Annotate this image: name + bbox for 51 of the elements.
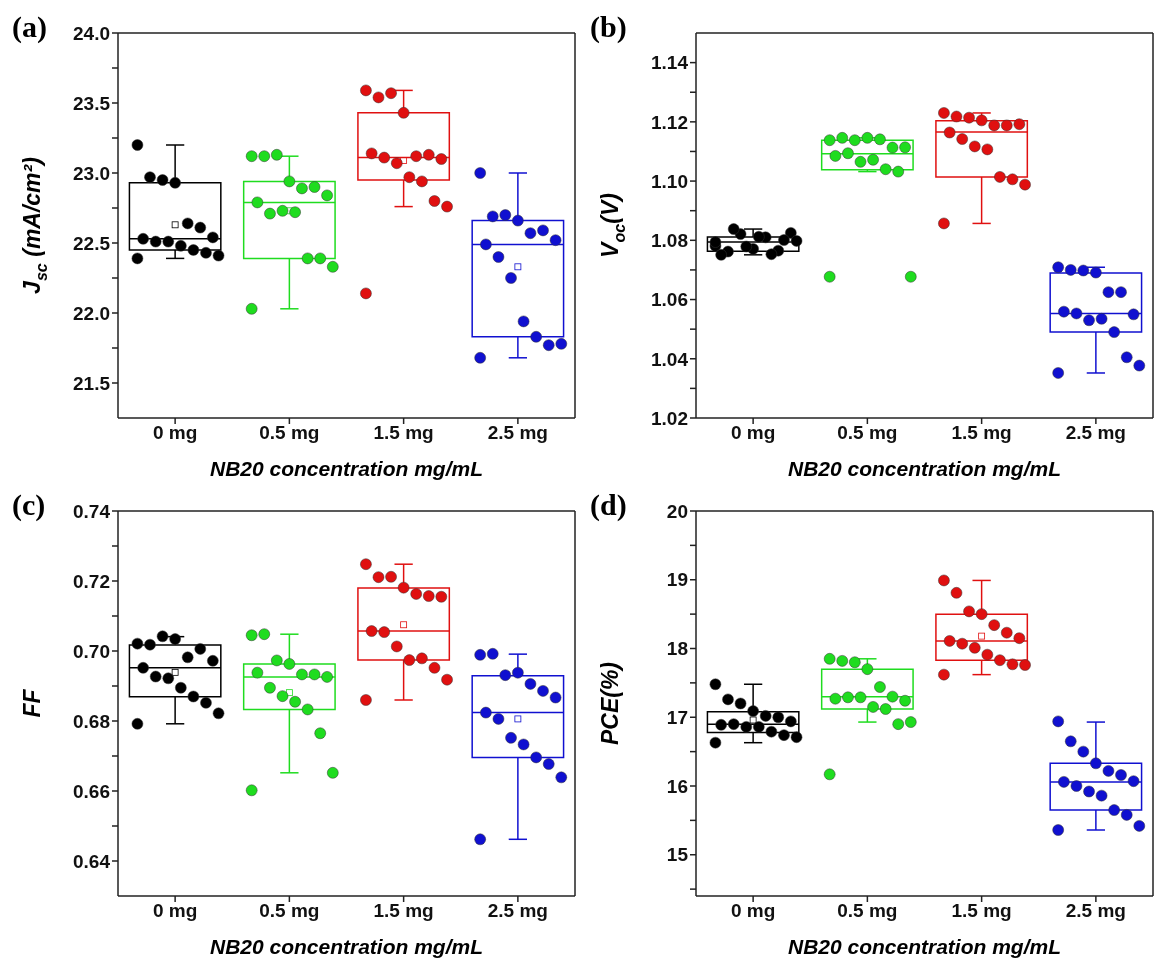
y-tick-label: 1.04 [651,348,689,370]
y-tick-label: 1.08 [651,230,688,252]
x-axis-title: NB20 concentration mg/mL [787,457,1062,480]
x-tick-label: 1.5 mg [951,422,1012,444]
y-tick-label: 1.06 [651,289,688,311]
x-tick-label: 0.5 mg [259,900,320,922]
y-tick-label: 15 [666,844,689,866]
x-tick-label: 1.5 mg [951,900,1012,922]
y-tick-label: 0.68 [73,710,110,732]
y-tick-label: 22.0 [73,302,110,324]
y-tick-label: 21.5 [73,372,111,394]
x-tick-label: 2.5 mg [1065,900,1126,922]
x-tick-label: 1.5 mg [373,900,434,922]
x-tick-label: 0 mg [730,900,776,922]
x-tick-label: 0.5 mg [259,422,320,444]
y-tick-label: 0.64 [73,850,111,872]
x-axis-title: NB20 concentration mg/mL [787,935,1062,958]
y-tick-label: 17 [666,706,688,728]
y-tick-label: 16 [666,775,688,797]
x-axis-title: NB20 concentration mg/mL [209,457,484,480]
x-tick-label: 0.5 mg [837,422,898,444]
x-tick-label: 0.5 mg [837,900,898,922]
chart-title: (b) [590,10,627,44]
y-tick-label: 24.0 [73,22,110,44]
y-tick-label: 18 [666,638,688,660]
y-tick-label: 22.5 [73,232,111,254]
y-tick-label: 0.66 [73,780,110,802]
y-tick-label: 1.12 [651,111,688,133]
y-tick-label: 0.72 [73,570,110,592]
x-axis-title: NB20 concentration mg/mL [209,935,484,958]
y-tick-label: 20 [666,500,688,522]
y-tick-label: 23.5 [73,92,111,114]
y-tick-label: 1.14 [651,52,689,74]
x-tick-label: 2.5 mg [487,422,548,444]
chart-title: (a) [12,10,47,44]
chart-title: (d) [590,488,627,522]
x-tick-label: 0 mg [152,422,198,444]
x-tick-label: 0 mg [152,900,198,922]
y-axis-title: PCE(%) [597,661,624,746]
y-tick-label: 0.74 [73,500,111,522]
y-tick-label: 19 [666,569,688,591]
chart-title: (c) [12,488,46,522]
y-tick-label: 1.10 [651,170,688,192]
y-tick-label: 1.02 [651,407,688,429]
y-axis-title: FF [19,688,46,718]
x-tick-label: 0 mg [730,422,776,444]
y-tick-label: 23.0 [73,162,110,184]
x-tick-label: 2.5 mg [1065,422,1126,444]
x-tick-label: 1.5 mg [373,422,434,444]
y-tick-label: 0.70 [73,640,110,662]
x-tick-label: 2.5 mg [487,900,548,922]
